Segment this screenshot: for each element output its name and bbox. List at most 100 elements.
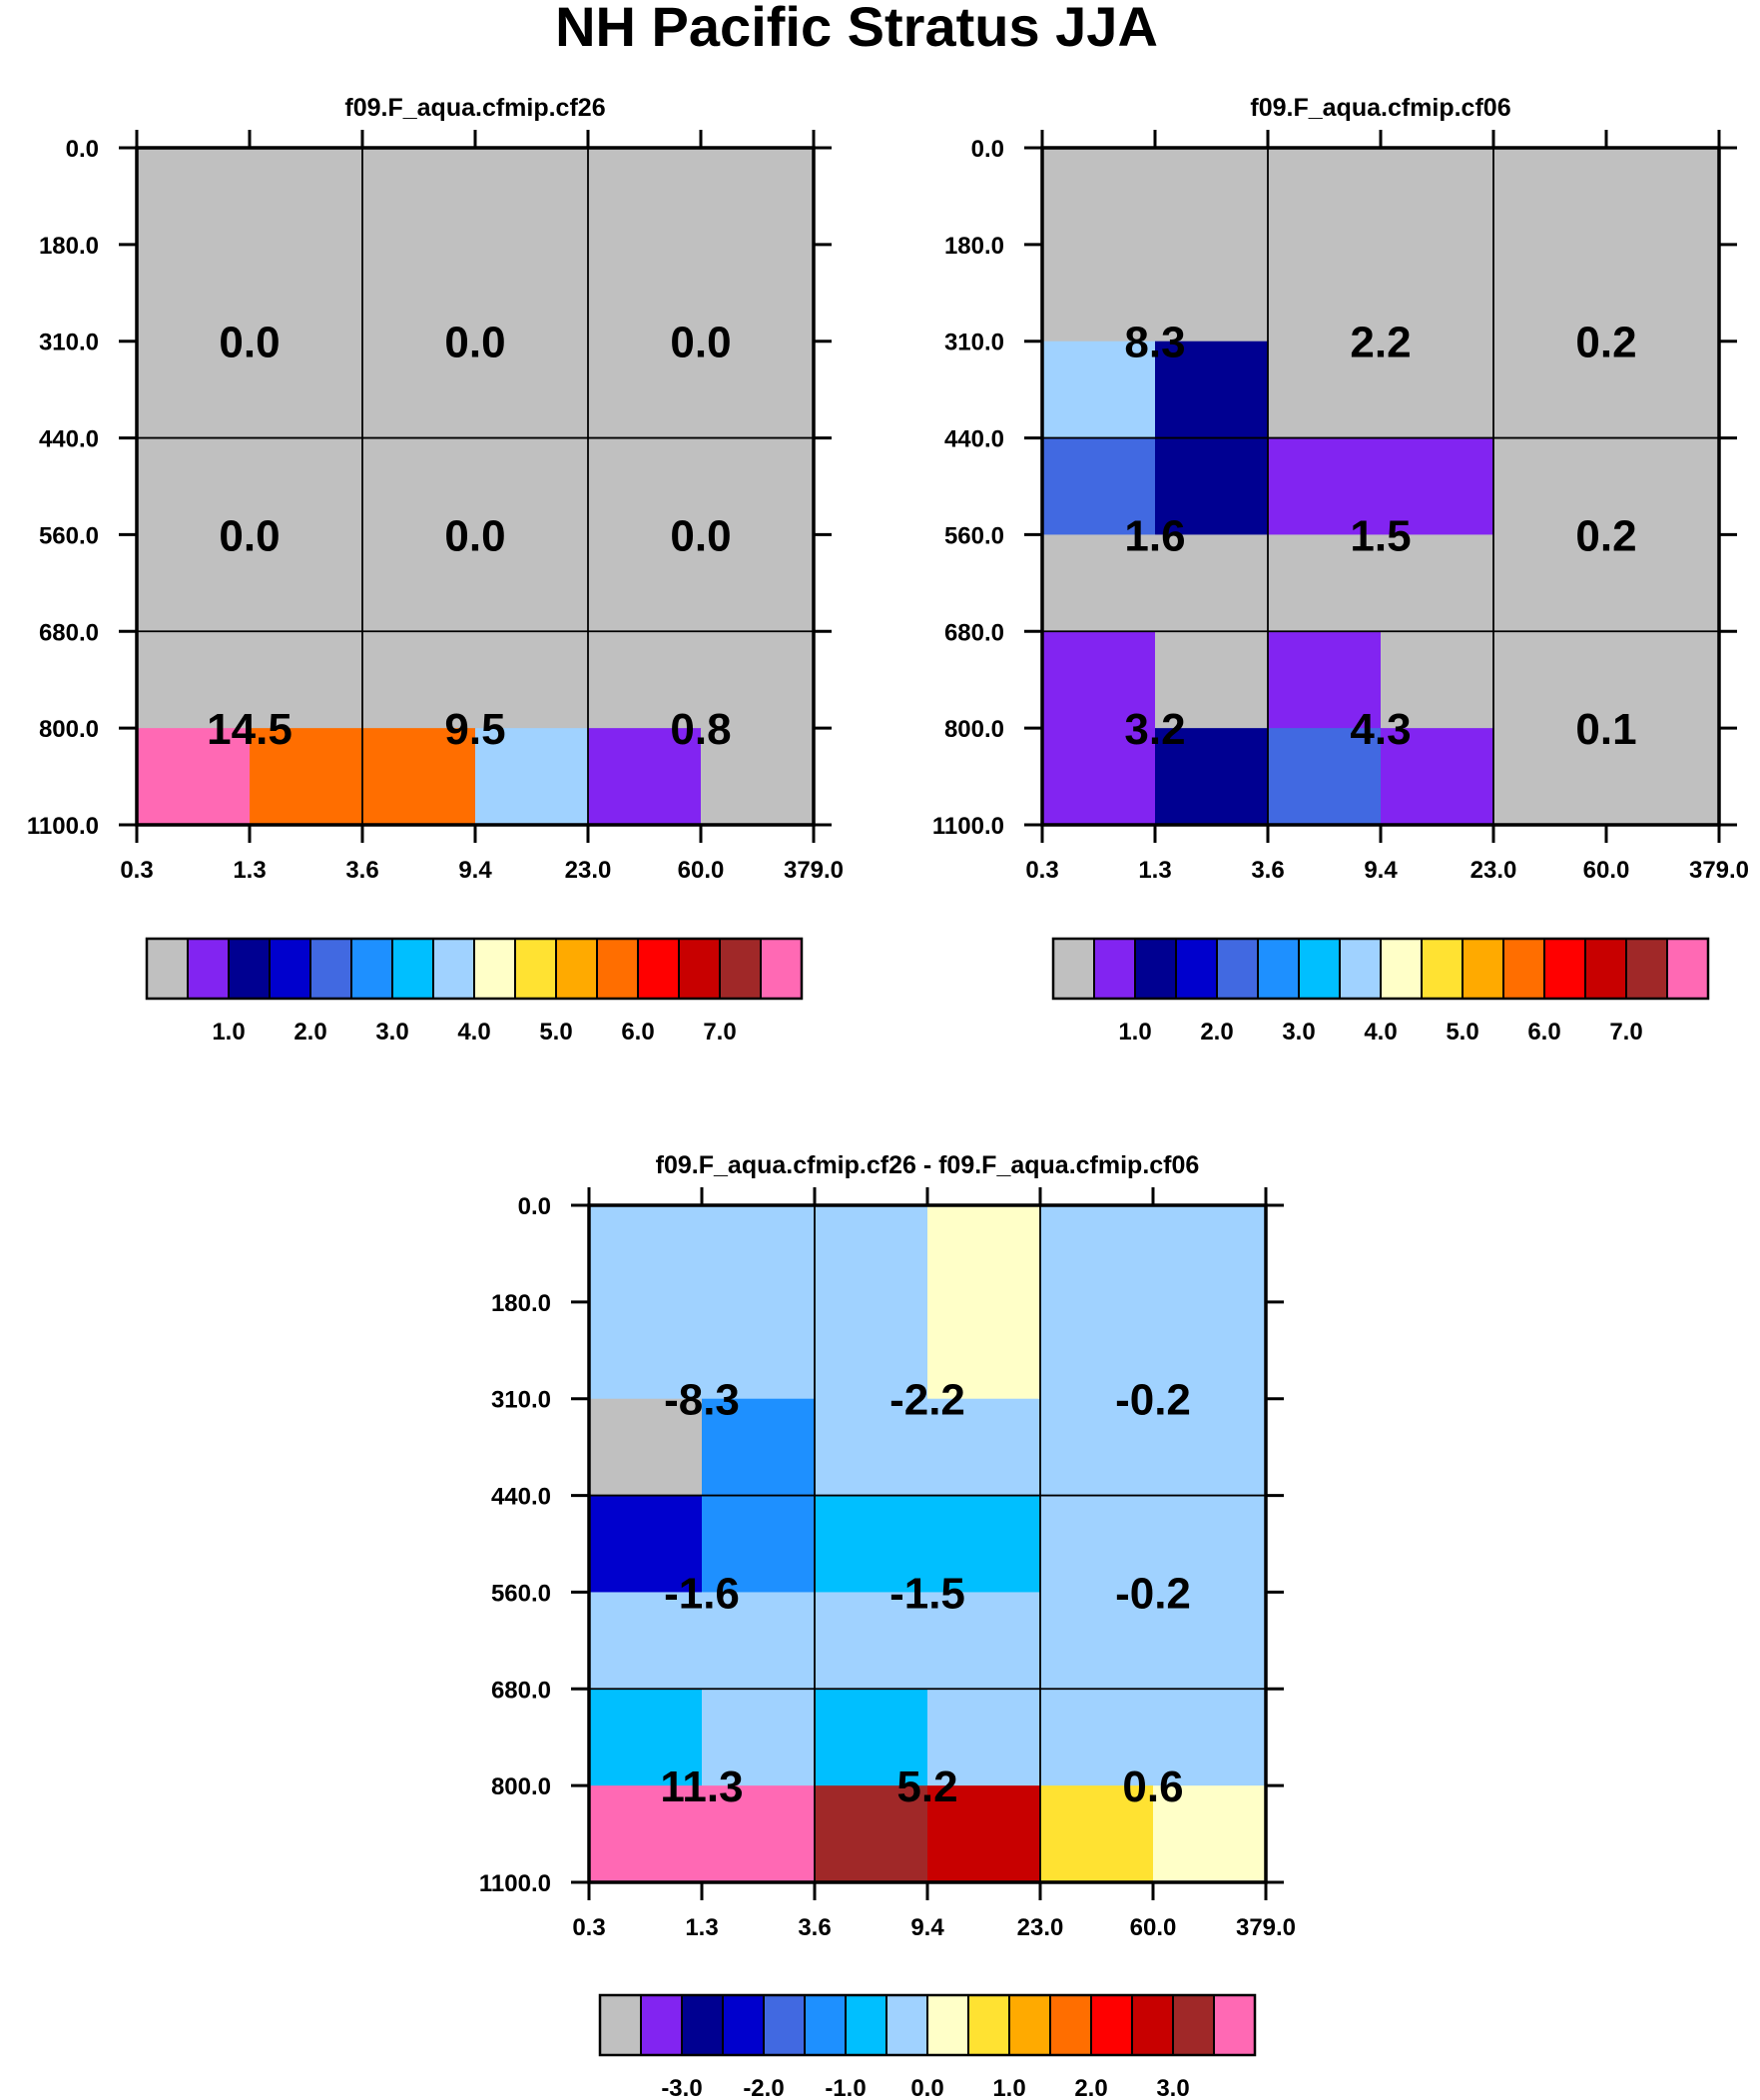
colorbar-swatch xyxy=(1008,1994,1051,2056)
heatmap-cell xyxy=(1268,341,1382,439)
colorbar-frame xyxy=(145,937,804,1001)
colorbar-label: 5.0 xyxy=(539,1019,572,1046)
heatmap-cell xyxy=(589,1495,703,1594)
colorbar-label: 6.0 xyxy=(1527,1019,1560,1046)
panel-title: f09.F_aqua.cfmip.cf26 xyxy=(344,94,605,122)
colorbar-swatch xyxy=(1131,1994,1174,2056)
colorbar-label: 2.0 xyxy=(293,1019,326,1046)
box-value-label: 0.0 xyxy=(444,511,505,560)
x-tick-label: 23.0 xyxy=(1017,1914,1064,1941)
heatmap-cell xyxy=(1381,534,1494,632)
heatmap-cell xyxy=(588,534,702,632)
colorbar-swatch xyxy=(391,938,434,1000)
box-value-label: 0.0 xyxy=(670,319,731,367)
heatmap-cell xyxy=(1381,244,1494,343)
heatmap-cell xyxy=(588,728,702,826)
x-tick-label: 9.4 xyxy=(458,857,492,884)
colorbar-swatch xyxy=(1052,938,1095,1000)
colorbar-swatch xyxy=(1666,938,1709,1000)
box-value-label: -1.5 xyxy=(889,1569,965,1618)
heatmap-cell xyxy=(589,1592,703,1690)
colorbar-swatch xyxy=(1421,938,1464,1000)
box-value-label: 0.1 xyxy=(1575,705,1636,754)
box-value-label: -0.2 xyxy=(1115,1569,1191,1618)
heatmap-cell xyxy=(702,1205,816,1303)
heatmap-cell xyxy=(1040,1592,1154,1690)
heatmap-cell xyxy=(137,631,251,729)
heatmap-cell xyxy=(1493,244,1607,343)
heatmap-cell xyxy=(927,1785,1041,1883)
colorbar-swatch xyxy=(1380,938,1423,1000)
heatmap-cell xyxy=(1155,341,1269,439)
panel-1: f09.F_aqua.cfmip.cf26 0.3 1.3 3.6 9.4 23.0 60.… xyxy=(27,94,844,1046)
heatmap-cell xyxy=(588,244,702,343)
x-tick-label: 23.0 xyxy=(1470,857,1517,884)
y-tick-label: 560.0 xyxy=(491,1580,551,1607)
heatmap-cell xyxy=(250,148,363,246)
heatmap-cell xyxy=(250,728,363,826)
heatmap-cell xyxy=(1268,534,1382,632)
colorbar-swatch xyxy=(719,938,762,1000)
heatmap-cell xyxy=(1155,728,1269,826)
heatmap-cell xyxy=(1153,1398,1267,1497)
heatmap-cell xyxy=(927,1689,1041,1786)
heatmap-cell xyxy=(475,244,589,343)
colorbar-label: 6.0 xyxy=(621,1019,654,1046)
heatmap-cell xyxy=(1042,534,1156,632)
heatmap-cell xyxy=(815,1495,928,1594)
colorbar-label: 7.0 xyxy=(1609,1019,1642,1046)
x-tick-label: 23.0 xyxy=(565,857,612,884)
panel-3: f09.F_aqua.cfmip.cf26 - f09.F_aqua.cfmip… xyxy=(479,1151,1296,2100)
heatmap-cell xyxy=(362,341,476,439)
heatmap-cell xyxy=(588,437,702,536)
y-tick-label: 800.0 xyxy=(39,716,99,743)
heatmap-cell xyxy=(701,437,815,536)
colorbar-label: 3.0 xyxy=(1156,2075,1189,2100)
colorbar-swatch xyxy=(1339,938,1382,1000)
x-tick-label: 60.0 xyxy=(1130,1914,1177,1941)
colorbar-swatch xyxy=(845,1994,887,2056)
colorbar-swatch xyxy=(804,1994,847,2056)
colorbar-label: 2.0 xyxy=(1074,2075,1107,2100)
box-value-label: -2.2 xyxy=(889,1376,965,1425)
heatmap-cell xyxy=(137,148,251,246)
figure-title: NH Pacific Stratus JJA xyxy=(555,0,1158,58)
y-tick-label: 0.0 xyxy=(971,136,1004,163)
x-tick-label: 3.6 xyxy=(345,857,378,884)
y-tick-label: 680.0 xyxy=(491,1677,551,1704)
colorbar-label: 7.0 xyxy=(703,1019,736,1046)
heatmap-cell xyxy=(250,437,363,536)
heatmap-cell xyxy=(250,244,363,343)
y-tick-label: 1100.0 xyxy=(479,1870,551,1897)
heatmap-cell xyxy=(1268,728,1382,826)
heatmap-cell xyxy=(137,534,251,632)
panel-title: f09.F_aqua.cfmip.cf26 - f09.F_aqua.cfmip… xyxy=(656,1151,1200,1179)
colorbar-swatch xyxy=(967,1994,1010,2056)
box-value-label: 0.2 xyxy=(1575,511,1636,560)
heatmap-cell xyxy=(927,1205,1041,1303)
colorbar-swatch xyxy=(1502,938,1545,1000)
heatmap-cell xyxy=(137,244,251,343)
heatmap-cell xyxy=(1493,341,1607,439)
heatmap-cell xyxy=(1040,1301,1154,1400)
y-tick-label: 0.0 xyxy=(66,136,99,163)
box-value-label: 0.8 xyxy=(670,705,731,754)
heatmap-cell xyxy=(475,148,589,246)
heatmap-cell xyxy=(1153,1592,1267,1690)
box-value-label: 5.2 xyxy=(896,1762,957,1811)
x-tick-label: 9.4 xyxy=(1364,857,1398,884)
heatmap-cell xyxy=(250,534,363,632)
colorbar-swatch xyxy=(763,1994,806,2056)
box-value-label: 1.6 xyxy=(1124,511,1185,560)
heatmap-cell xyxy=(815,1689,928,1786)
colorbar-swatch xyxy=(1298,938,1341,1000)
colorbar-label: -2.0 xyxy=(743,2075,784,2100)
colorbar-label: 2.0 xyxy=(1200,1019,1233,1046)
heatmap-cell xyxy=(927,1398,1041,1497)
heatmap-cell xyxy=(1606,341,1720,439)
heatmap-cell xyxy=(362,728,476,826)
box-value-label: 8.3 xyxy=(1124,319,1185,367)
heatmap-cell xyxy=(1606,534,1720,632)
heatmap-cell xyxy=(1155,244,1269,343)
heatmap-cell xyxy=(475,631,589,729)
